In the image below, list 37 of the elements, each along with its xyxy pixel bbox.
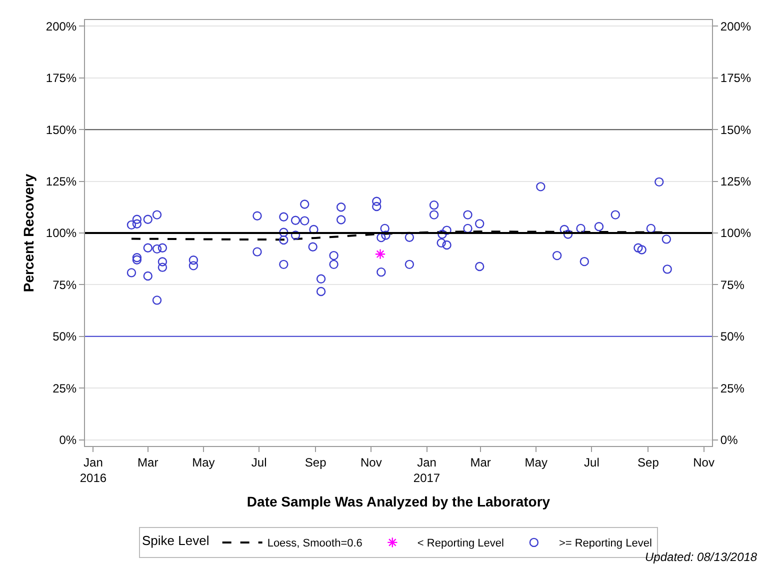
y-tick-label: 200% — [46, 19, 77, 34]
x-tick-label: Sep — [304, 455, 327, 470]
y2-tick-label: 150% — [720, 122, 752, 137]
legend-label: Loess, Smooth=0.6 — [267, 538, 362, 550]
y2-tick-label: 75% — [720, 278, 745, 292]
y2-tick-label: 200% — [720, 19, 752, 34]
x-tick-label: Jul — [584, 455, 600, 470]
x-tick-label: Jan 2016 — [80, 455, 107, 485]
text: Updated: 08/13/2018 — [645, 550, 758, 564]
y2-tick-label: 100% — [720, 226, 752, 240]
x-tick-label: May — [192, 455, 215, 470]
y2-tick-label: 50% — [720, 330, 745, 344]
x-axis-title: Date Sample Was Analyzed by the Laboratory — [246, 493, 550, 510]
y-tick-label: 175% — [46, 71, 77, 86]
legend-label: >= Reporting Level — [558, 538, 652, 550]
x-tick-label: Mar — [138, 455, 158, 470]
x-tick-label: Mar — [470, 455, 491, 470]
y-tick-label: 0% — [59, 433, 77, 447]
legend-label: < Reporting Level — [417, 538, 504, 550]
y-axis-title: Percent Recovery — [20, 174, 36, 292]
x-tick-label: Jan 2017 — [413, 455, 440, 485]
y-tick-label: 150% — [46, 122, 77, 137]
y-tick-label: 50% — [52, 330, 77, 344]
y-tick-label: 100% — [46, 226, 77, 240]
y-tick-label: 75% — [52, 278, 77, 292]
y2-tick-label: 125% — [720, 174, 752, 188]
x-tick-label: Nov — [693, 455, 714, 470]
x-tick-label: May — [524, 455, 548, 470]
y-tick-label: 25% — [52, 381, 77, 396]
y2-tick-label: 0% — [720, 433, 738, 447]
x-tick-label: Nov — [360, 455, 382, 470]
y-tick-label: 125% — [46, 174, 77, 188]
y2-tick-label: 175% — [720, 71, 752, 86]
x-tick-label: Jul — [251, 455, 267, 470]
y2-tick-label: 25% — [720, 381, 745, 396]
x-tick-label: Sep — [638, 455, 660, 470]
legend-title: Spike Level — [142, 532, 210, 548]
